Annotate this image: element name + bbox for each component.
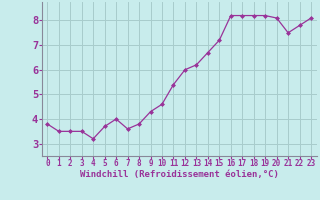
X-axis label: Windchill (Refroidissement éolien,°C): Windchill (Refroidissement éolien,°C)	[80, 170, 279, 179]
